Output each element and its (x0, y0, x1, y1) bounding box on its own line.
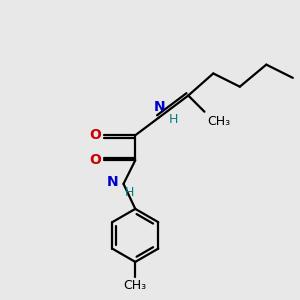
Text: H: H (125, 186, 134, 199)
Text: O: O (89, 128, 101, 142)
Text: CH₃: CH₃ (207, 115, 230, 128)
Text: N: N (154, 100, 165, 114)
Text: H: H (169, 112, 178, 126)
Text: N: N (106, 176, 118, 189)
Text: O: O (89, 153, 101, 167)
Text: CH₃: CH₃ (124, 279, 147, 292)
